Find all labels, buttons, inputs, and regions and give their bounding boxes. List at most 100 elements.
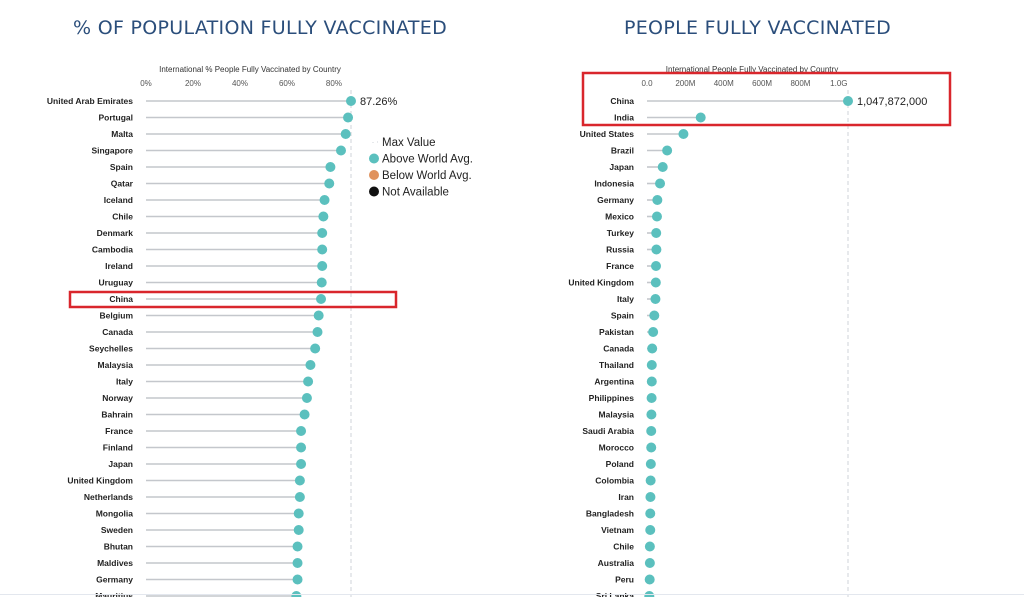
right-dot-saudi-arabia — [646, 426, 657, 436]
left-category-label: Seychelles — [89, 344, 133, 354]
left-category-label: Mongolia — [96, 509, 134, 519]
left-dot-mongolia — [293, 508, 304, 519]
left-highlight-box — [68, 290, 398, 309]
left-dot-malta — [340, 129, 351, 139]
right-dot-china — [843, 96, 853, 106]
left-category-label: China — [109, 294, 133, 304]
left-x-tick-label: 80% — [326, 79, 342, 88]
left-dot-china — [316, 294, 327, 304]
right-chart-title: PEOPLE FULLY VACCINATED — [624, 17, 892, 39]
left-category-label: Italy — [116, 377, 133, 387]
right-category-label: China — [610, 96, 634, 106]
left-category-label: Malaysia — [98, 360, 134, 370]
right-category-label: Vietnam — [601, 525, 634, 535]
right-category-label: United Kingdom — [568, 278, 634, 288]
right-dot-indonesia — [655, 178, 666, 189]
right-dot-australia — [644, 558, 655, 568]
left-dot-qatar — [324, 178, 335, 189]
right-category-label: Turkey — [607, 228, 635, 238]
legend-label-max-value: Max Value — [382, 137, 435, 149]
left-category-label: France — [105, 426, 133, 436]
left-category-label: Maldives — [97, 558, 133, 568]
right-chart-subtitle: International People Fully Vaccinated by… — [666, 65, 838, 74]
left-dot-belgium — [313, 310, 324, 321]
left-max-value-label: 87.26% — [360, 96, 398, 108]
right-category-label: France — [606, 261, 634, 271]
left-dot-portugal — [343, 112, 354, 123]
right-dot-poland — [645, 459, 656, 469]
left-category-label: Sweden — [101, 525, 133, 535]
right-category-label: Pakistan — [599, 327, 634, 337]
right-dot-bangladesh — [645, 508, 656, 519]
right-dot-japan — [657, 162, 668, 172]
right-category-label: Argentina — [594, 377, 634, 387]
left-dot-spain — [325, 162, 336, 172]
right-dot-canada — [647, 343, 658, 354]
right-category-label: Colombia — [595, 476, 634, 486]
right-dot-united-states — [678, 129, 689, 139]
right-category-label: Bangladesh — [586, 509, 634, 519]
right-category-label: Thailand — [599, 360, 634, 370]
right-x-tick-label: 1.0G — [830, 79, 847, 88]
left-dot-finland — [296, 442, 307, 453]
left-category-label: United Arab Emirates — [47, 96, 133, 106]
left-category-label: Canada — [102, 327, 133, 337]
legend-marker-below-world-avg- — [369, 170, 379, 180]
left-category-label: Japan — [108, 459, 133, 469]
left-dot-japan — [296, 459, 307, 469]
right-x-tick-label: 200M — [675, 79, 695, 88]
right-x-tick-label: 0.0 — [641, 79, 653, 88]
right-category-label: Germany — [597, 195, 634, 205]
left-chart-title: % OF POPULATION FULLY VACCINATED — [73, 17, 448, 39]
right-dot-vietnam — [645, 525, 656, 535]
left-dot-chile — [318, 211, 329, 222]
left-dot-seychelles — [310, 343, 321, 354]
right-dot-france — [651, 261, 662, 271]
left-category-label: Cambodia — [92, 245, 133, 255]
right-highlight-box — [581, 71, 952, 127]
right-x-tick-label: 400M — [714, 79, 734, 88]
legend-marker-above-world-avg- — [369, 153, 379, 164]
right-x-tick-label: 800M — [790, 79, 810, 88]
left-category-label: Qatar — [111, 179, 134, 189]
left-category-label: Belgium — [99, 311, 133, 321]
right-category-label: United States — [580, 129, 635, 139]
left-category-label: Uruguay — [99, 278, 134, 288]
left-category-label: Chile — [112, 212, 133, 222]
left-dot-united-kingdom — [294, 475, 305, 486]
right-x-tick-label: 600M — [752, 79, 772, 88]
right-max-value-label: 1,047,872,000 — [857, 96, 927, 108]
left-dot-cambodia — [317, 244, 328, 255]
left-dot-norway — [301, 393, 312, 403]
left-category-label: Malta — [111, 129, 133, 139]
right-category-label: Mexico — [605, 212, 634, 222]
left-category-label: Finland — [103, 443, 133, 453]
left-category-label: Ireland — [105, 261, 133, 271]
right-dot-spain — [649, 310, 660, 321]
right-dot-philippines — [646, 393, 657, 403]
right-dot-germany — [652, 195, 663, 205]
left-category-label: Singapore — [91, 146, 133, 156]
right-dot-iran — [645, 492, 656, 502]
right-category-label: Brazil — [611, 146, 634, 156]
left-dot-canada — [312, 327, 323, 337]
right-dot-mexico — [651, 211, 662, 222]
left-category-label: Norway — [102, 393, 133, 403]
left-dot-singapore — [335, 145, 346, 156]
left-x-tick-label: 0% — [140, 79, 152, 88]
left-dot-united-arab-emirates — [346, 96, 356, 106]
left-dot-netherlands — [294, 492, 305, 502]
left-dot-iceland — [319, 195, 330, 205]
right-category-label: Russia — [606, 245, 634, 255]
left-category-label: Spain — [110, 162, 133, 172]
right-dot-india — [695, 112, 706, 123]
left-category-label: Germany — [96, 575, 133, 585]
left-category-label: Bhutan — [104, 542, 133, 552]
right-dot-peru — [644, 574, 655, 585]
left-chart-subtitle: International % People Fully Vaccinated … — [159, 65, 341, 74]
bottom-divider — [0, 594, 1024, 595]
left-category-label: Bahrain — [101, 410, 133, 420]
left-category-label: Portugal — [99, 113, 133, 123]
legend-label-above-world-avg-: Above World Avg. — [382, 154, 473, 166]
